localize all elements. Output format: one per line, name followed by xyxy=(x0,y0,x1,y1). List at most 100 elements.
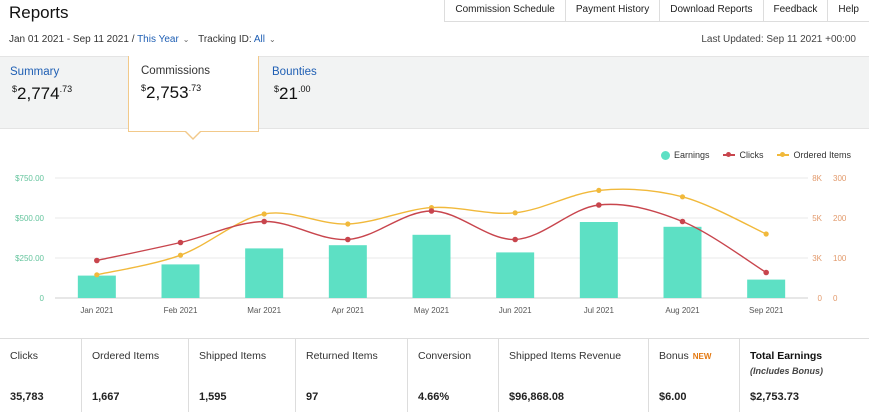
active-card-pointer-fill xyxy=(185,130,201,138)
earnings-bar xyxy=(77,275,116,298)
ordered-items-point xyxy=(94,272,100,278)
y-right-items-tick-label: 200 xyxy=(833,214,847,223)
earnings-swatch xyxy=(660,150,670,160)
clicks-point xyxy=(261,218,267,225)
x-tick-label: Sep 2021 xyxy=(749,306,784,315)
bounties-card-label: Bounties xyxy=(272,66,317,78)
y-right-items-tick-label: 0 xyxy=(833,294,838,303)
x-tick-label: Jun 2021 xyxy=(499,306,532,315)
page-title: Reports xyxy=(9,3,69,22)
tracking-id-dropdown[interactable]: All xyxy=(253,34,265,45)
earnings-bar xyxy=(328,245,367,298)
feedback-button[interactable]: Feedback xyxy=(762,0,828,21)
download-reports-button[interactable]: Download Reports xyxy=(659,0,762,21)
y-right-items-tick-label: 100 xyxy=(833,254,847,263)
clicks-point xyxy=(596,202,602,208)
top-nav: Commission Schedule Payment History Down… xyxy=(444,0,869,22)
stat-value: 1,667 xyxy=(92,391,120,403)
summary-card-label: Summary xyxy=(10,66,60,78)
ordered-items-point xyxy=(596,187,602,193)
ordered-items-point xyxy=(763,231,769,237)
bounties-card-amount: $21.00 xyxy=(274,84,311,103)
earnings-bar xyxy=(747,279,786,298)
stat-label: Ordered Items xyxy=(92,350,160,362)
summary-card-amount: $2,774.73 xyxy=(12,84,73,103)
stats-bar: Clicks 35,783 Ordered Items 1,667 Shippe… xyxy=(0,338,869,412)
ordered-items-point xyxy=(679,194,686,200)
y-right-clicks-tick-label: 3K xyxy=(812,254,822,263)
chart-legend: Earnings Clicks Ordered Items xyxy=(660,150,851,160)
stat-shipped-items: Shipped Items 1,595 xyxy=(189,339,296,412)
stat-label: Clicks xyxy=(10,350,38,362)
earnings-chart: Earnings Clicks Ordered Items 0 $250.00 $5… xyxy=(0,140,869,330)
stat-value: 35,783 xyxy=(10,391,44,403)
earnings-bar xyxy=(161,264,200,298)
clicks-point xyxy=(345,236,351,243)
x-tick-label: Apr 2021 xyxy=(332,306,365,315)
clicks-point xyxy=(679,218,686,225)
stat-conversion: Conversion 4.66% xyxy=(408,339,499,412)
y-right-clicks-tick-label: 8K xyxy=(812,174,822,183)
commissions-card[interactable]: Commissions $2,753.73 xyxy=(128,56,259,132)
stat-label: Returned Items xyxy=(306,350,378,362)
ordered-items-point xyxy=(177,252,184,258)
ordered-items-point xyxy=(512,210,518,216)
summary-band: Summary $2,774.73 Commissions $2,753.73 … xyxy=(0,56,869,132)
clicks-point xyxy=(763,269,769,276)
clicks-point xyxy=(428,208,435,214)
stat-clicks: Clicks 35,783 xyxy=(0,339,82,412)
ordered-items-point xyxy=(261,211,267,217)
stat-value: $96,868.08 xyxy=(509,391,565,403)
legend-earnings[interactable]: Earnings xyxy=(660,150,709,160)
x-tick-label: Aug 2021 xyxy=(665,306,700,315)
payment-history-button[interactable]: Payment History xyxy=(564,0,659,21)
filter-bar: Jan 01 2021 - Sep 11 2021 / This Year ⌄ T… xyxy=(9,34,282,45)
y-right-items-tick-label: 300 xyxy=(833,174,847,183)
x-tick-label: May 2021 xyxy=(414,306,450,315)
chart-canvas: 0 $250.00 $500.00 $750.00 0 3K 5K 8K 0 100 200 300 J… xyxy=(15,174,847,315)
stat-value: $2,753.73 xyxy=(750,391,799,403)
legend-clicks[interactable]: Clicks xyxy=(723,150,763,160)
y-left-tick-label: $500.00 xyxy=(15,214,44,223)
earnings-bar xyxy=(412,234,451,298)
stat-label: Shipped Items Revenue xyxy=(509,350,622,362)
earnings-bar xyxy=(245,248,284,298)
stat-value: $6.00 xyxy=(659,391,687,403)
y-left-tick-label: 0 xyxy=(40,294,45,303)
clicks-point xyxy=(177,239,184,246)
earnings-bar xyxy=(496,252,535,298)
chevron-down-icon[interactable]: ⌄ xyxy=(182,35,190,44)
legend-ordered-items[interactable]: Ordered Items xyxy=(777,150,851,160)
period-dropdown[interactable]: This Year xyxy=(137,34,179,45)
stat-label: Shipped Items xyxy=(199,350,267,362)
last-updated: Last Updated: Sep 11 2021 +00:00 xyxy=(701,34,856,45)
x-tick-label: Feb 2021 xyxy=(164,306,198,315)
stat-returned-items: Returned Items 97 xyxy=(296,339,408,412)
chevron-down-icon[interactable]: ⌄ xyxy=(268,35,276,44)
top-bar: Reports Commission Schedule Payment Hist… xyxy=(0,0,869,26)
ordered-items-point xyxy=(345,221,351,227)
stat-label: Conversion xyxy=(418,350,472,362)
stat-bonus: Bonus NEW $6.00 xyxy=(649,339,740,412)
x-tick-label: Mar 2021 xyxy=(247,306,281,315)
new-badge: NEW xyxy=(692,352,712,361)
stat-sublabel: (Includes Bonus) xyxy=(750,366,824,376)
help-button[interactable]: Help xyxy=(827,0,869,21)
y-right-clicks-tick-label: 0 xyxy=(818,294,823,303)
commissions-card-label: Commissions xyxy=(141,65,211,77)
commission-schedule-button[interactable]: Commission Schedule xyxy=(444,0,565,21)
clicks-point xyxy=(512,236,518,243)
clicks-point xyxy=(94,257,100,264)
stat-shipped-revenue: Shipped Items Revenue $96,868.08 xyxy=(499,339,649,412)
x-tick-label: Jan 2021 xyxy=(80,306,113,315)
earnings-bar xyxy=(579,222,618,298)
stat-ordered-items: Ordered Items 1,667 xyxy=(82,339,189,412)
commissions-card-amount: $2,753.73 xyxy=(141,83,202,102)
stat-value: 1,595 xyxy=(199,391,227,403)
date-range: Jan 01 2021 - Sep 11 2021 / xyxy=(9,34,135,45)
y-left-tick-label: $750.00 xyxy=(15,174,44,183)
tracking-id-label: Tracking ID: xyxy=(198,34,252,45)
bounties-card[interactable]: Bounties $21.00 xyxy=(272,57,382,130)
clicks-swatch xyxy=(723,152,736,157)
summary-card[interactable]: Summary $2,774.73 xyxy=(10,57,120,130)
